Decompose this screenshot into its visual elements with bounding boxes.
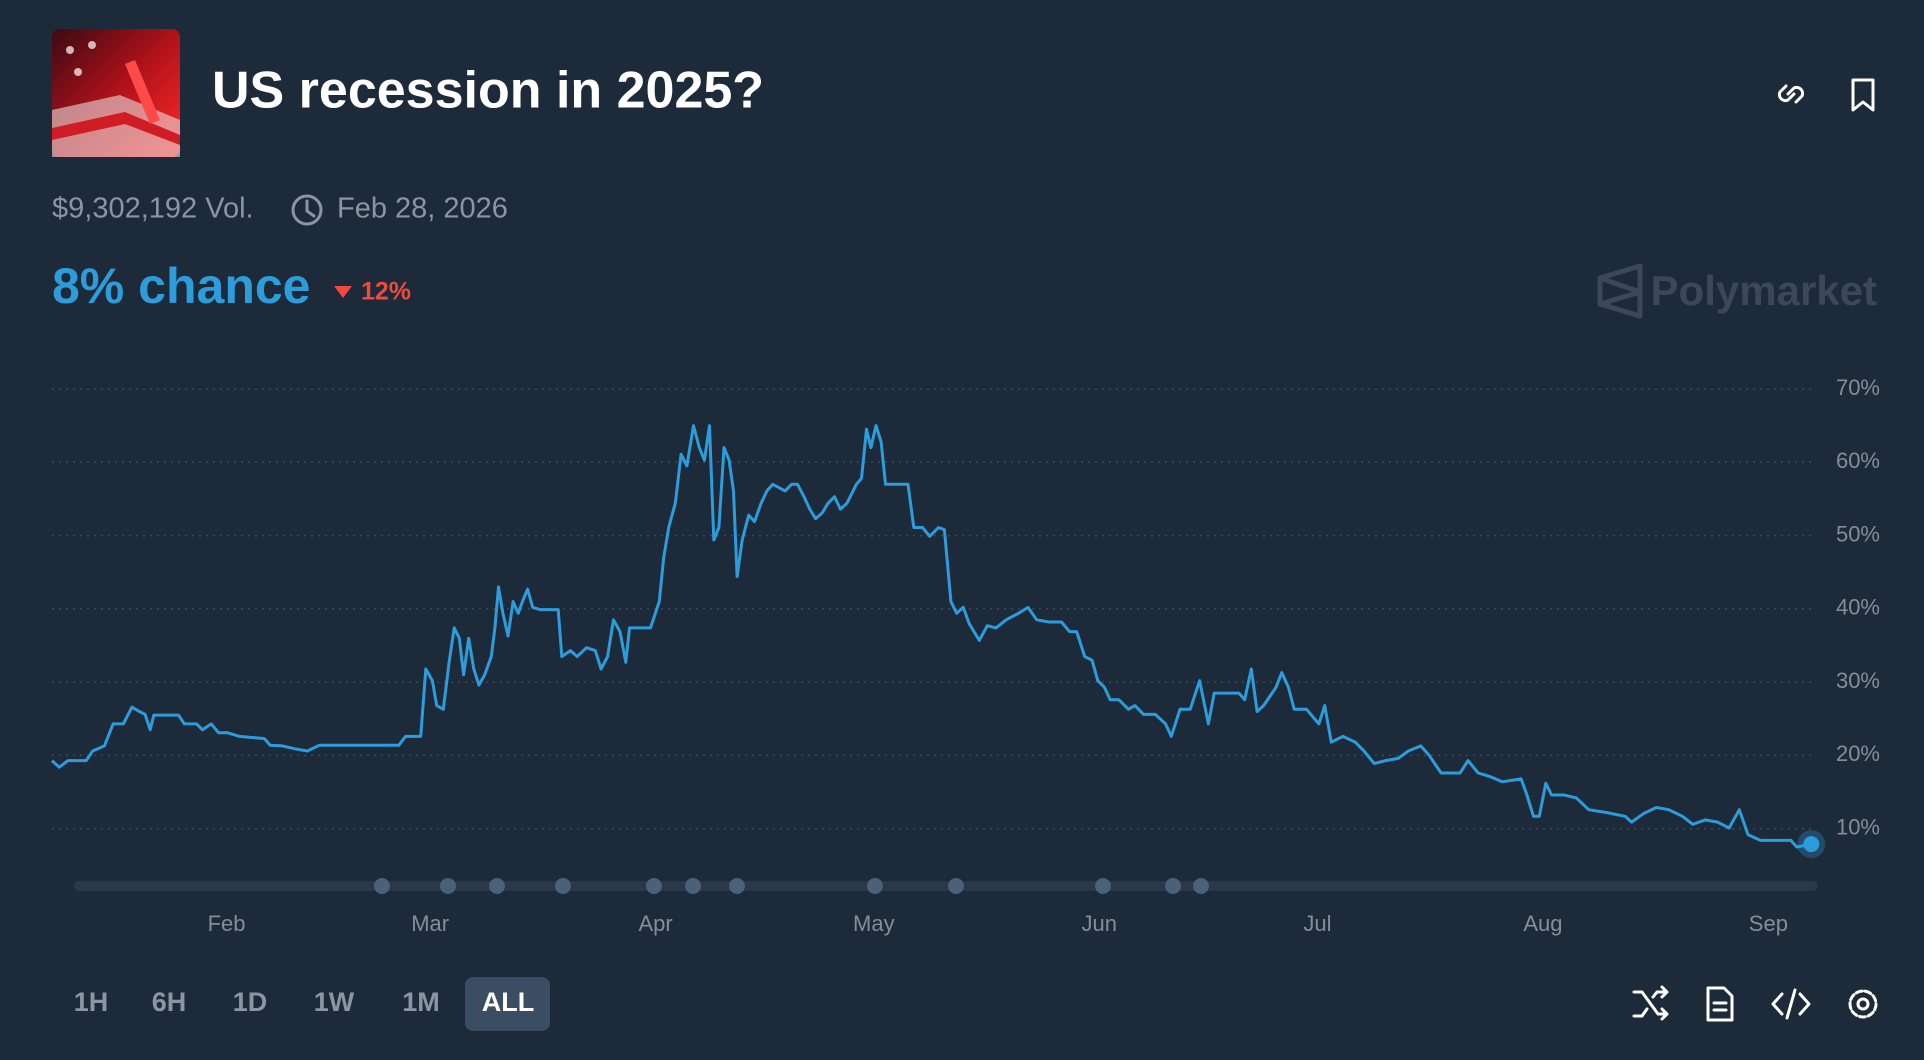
x-tick-label: Sep bbox=[1749, 911, 1788, 936]
brand: Polymarket bbox=[1597, 263, 1877, 319]
y-tick-label: 50% bbox=[1836, 521, 1880, 546]
range-button[interactable]: 1D bbox=[233, 987, 268, 1017]
event-dot[interactable] bbox=[489, 878, 505, 894]
event-dot[interactable] bbox=[1193, 878, 1209, 894]
change: 12% bbox=[361, 278, 411, 306]
x-tick-label: Jun bbox=[1082, 911, 1117, 936]
x-tick-label: Aug bbox=[1523, 911, 1562, 936]
x-tick-label: Mar bbox=[411, 911, 449, 936]
event-dot[interactable] bbox=[685, 878, 701, 894]
event-dot[interactable] bbox=[374, 878, 390, 894]
event-dot[interactable] bbox=[646, 878, 662, 894]
event-dot[interactable] bbox=[555, 878, 571, 894]
bookmark-icon[interactable] bbox=[1851, 78, 1875, 112]
volume: $9,302,192 Vol. bbox=[52, 193, 254, 225]
range-button[interactable]: 1M bbox=[402, 987, 440, 1017]
x-tick-label: Feb bbox=[208, 911, 246, 936]
x-tick-label: Jul bbox=[1303, 911, 1331, 936]
event-dot[interactable] bbox=[440, 878, 456, 894]
embed-icon[interactable] bbox=[1771, 988, 1811, 1020]
settings-icon[interactable] bbox=[1848, 989, 1878, 1019]
y-tick-label: 10% bbox=[1836, 815, 1880, 840]
active-range-bg bbox=[465, 977, 550, 1031]
price-line bbox=[50, 424, 1812, 849]
market-icon bbox=[52, 29, 180, 157]
range-button[interactable]: ALL bbox=[482, 987, 534, 1017]
y-tick-label: 70% bbox=[1836, 375, 1880, 400]
document-icon[interactable] bbox=[1706, 986, 1734, 1022]
x-tick-label: May bbox=[853, 911, 895, 936]
shuffle-icon[interactable] bbox=[1632, 985, 1669, 1021]
event-dot[interactable] bbox=[1095, 878, 1111, 894]
last-point bbox=[1803, 836, 1820, 853]
event-dot[interactable] bbox=[948, 878, 964, 894]
y-tick-label: 40% bbox=[1836, 595, 1880, 620]
end-date: Feb 28, 2026 bbox=[337, 193, 508, 225]
range-button[interactable]: 6H bbox=[152, 987, 187, 1017]
event-dot[interactable] bbox=[1165, 878, 1181, 894]
market-title: US recession in 2025? bbox=[212, 62, 764, 120]
clock-icon bbox=[291, 194, 323, 226]
y-tick-label: 30% bbox=[1836, 668, 1880, 693]
range-button[interactable]: 1W bbox=[314, 987, 355, 1017]
range-button[interactable]: 1H bbox=[74, 987, 109, 1017]
y-tick-label: 60% bbox=[1836, 448, 1880, 473]
event-dot[interactable] bbox=[729, 878, 745, 894]
brand-name: Polymarket bbox=[1651, 267, 1877, 314]
y-tick-label: 20% bbox=[1836, 741, 1880, 766]
event-dot[interactable] bbox=[867, 878, 883, 894]
timeline-track bbox=[74, 881, 1818, 891]
down-arrow bbox=[334, 286, 352, 298]
chance: 8% chance bbox=[52, 258, 310, 314]
copy-link-icon[interactable] bbox=[1777, 84, 1805, 104]
x-tick-label: Apr bbox=[639, 911, 673, 936]
